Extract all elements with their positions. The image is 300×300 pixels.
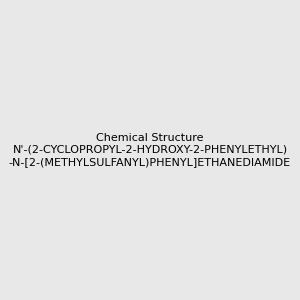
Text: Chemical Structure
N'-(2-CYCLOPROPYL-2-HYDROXY-2-PHENYLETHYL)
-N-[2-(METHYLSULFA: Chemical Structure N'-(2-CYCLOPROPYL-2-H… (9, 134, 291, 166)
